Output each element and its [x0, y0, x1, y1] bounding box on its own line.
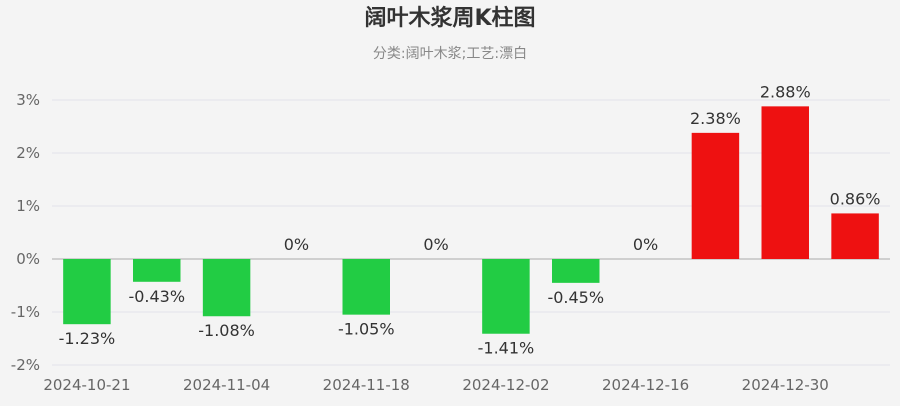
bar	[831, 213, 879, 259]
y-tick-label: 0%	[16, 250, 40, 268]
y-tick-label: 3%	[16, 91, 40, 109]
data-label: -1.41%	[478, 339, 535, 358]
bar	[552, 259, 600, 283]
data-labels: -1.23% -0.43% -1.08% 0% -1.05% 0% -1.41% -0.45%…	[59, 82, 881, 357]
bar	[482, 259, 530, 334]
data-label: 0%	[284, 235, 309, 254]
chart-subtitle: 分类:阔叶木浆;工艺:漂白	[373, 46, 527, 62]
x-tick-label: 2024-11-18	[323, 376, 410, 394]
data-label: 0%	[423, 235, 448, 254]
data-label: 0%	[633, 235, 658, 254]
y-tick-label: -2%	[11, 356, 40, 374]
y-axis-ticks: 3% 2% 1% 0% -1% -2%	[11, 91, 40, 374]
bars	[63, 106, 879, 334]
x-tick-label: 2024-12-02	[462, 376, 549, 394]
chart-title: 阔叶木浆周K柱图	[364, 5, 535, 31]
x-tick-label: 2024-10-21	[43, 376, 130, 394]
bar	[133, 259, 181, 282]
bar	[691, 132, 740, 259]
bar	[761, 106, 809, 259]
y-tick-label: -1%	[11, 303, 40, 321]
y-tick-label: 2%	[16, 144, 40, 162]
bar	[63, 259, 111, 325]
data-label: -1.08%	[198, 321, 255, 340]
data-label: 0.86%	[830, 189, 881, 208]
x-tick-label: 2024-12-30	[742, 376, 829, 394]
y-tick-label: 1%	[16, 197, 40, 215]
x-axis-ticks: 2024-10-21 2024-11-04 2024-11-18 2024-12-02…	[43, 376, 829, 394]
data-label: -1.23%	[59, 329, 116, 348]
grid-lines	[52, 99, 890, 366]
bar	[342, 259, 390, 315]
x-tick-label: 2024-12-16	[602, 376, 689, 394]
data-label: -1.05%	[338, 320, 395, 339]
data-label: 2.38%	[690, 109, 741, 128]
data-label: -0.43%	[128, 287, 185, 306]
x-tick-label: 2024-11-04	[183, 376, 270, 394]
data-label: -0.45%	[547, 288, 604, 307]
data-label: 2.88%	[760, 82, 811, 101]
bar	[202, 259, 251, 317]
